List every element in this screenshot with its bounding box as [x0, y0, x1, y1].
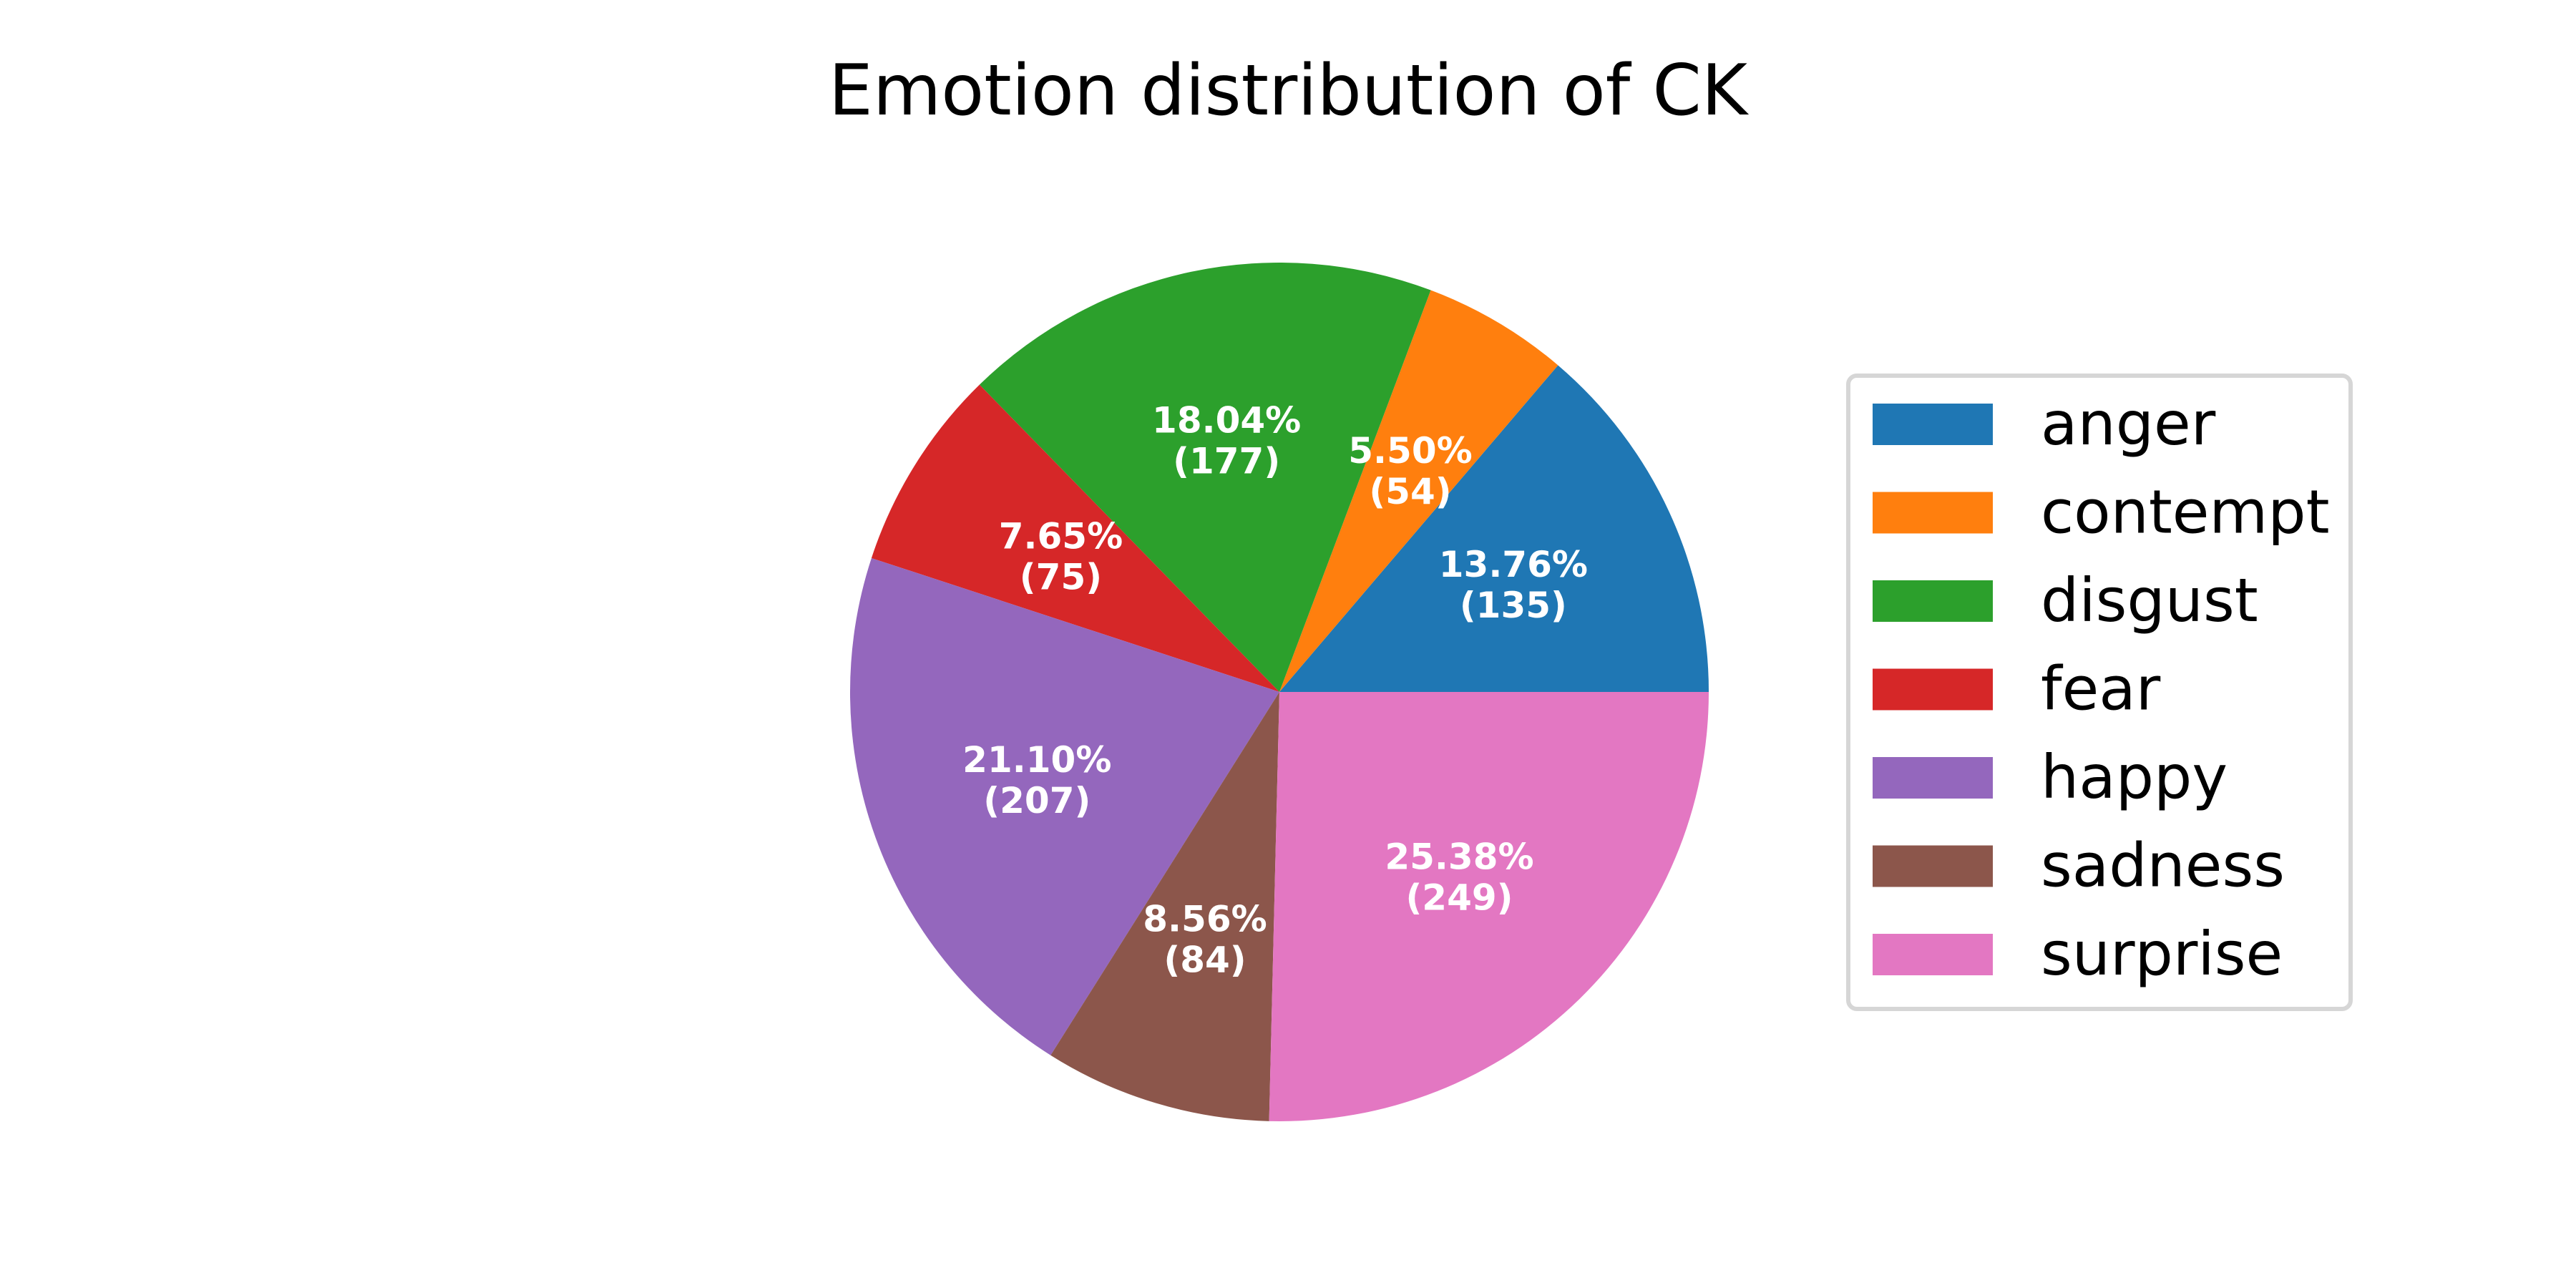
slice-label-sadness: 8.56% (84)	[1143, 899, 1267, 981]
slice-count-happy: (207)	[983, 780, 1091, 821]
slice-count-anger: (135)	[1460, 585, 1567, 626]
chart-title: Emotion distribution of CK	[828, 50, 1748, 132]
slice-percent-happy: 21.10%	[962, 739, 1111, 781]
slice-label-contempt: 5.50% (54)	[1348, 430, 1472, 512]
legend-label-disgust: disgust	[2041, 565, 2258, 635]
legend-swatch-sadness	[1873, 845, 1993, 887]
slice-percent-anger: 13.76%	[1439, 544, 1588, 585]
pie-slice-disgust	[979, 263, 1431, 692]
slice-label-happy: 21.10% (207)	[962, 739, 1111, 821]
legend-label-happy: happy	[2041, 742, 2228, 812]
legend: anger contempt disgust fear happy sadness surp…	[1846, 374, 2353, 1011]
slice-count-sadness: (84)	[1163, 940, 1246, 981]
legend-label-sadness: sadness	[2041, 831, 2285, 901]
legend-label-fear: fear	[2041, 654, 2161, 724]
slice-count-disgust: (177)	[1173, 441, 1280, 482]
pie-slice-happy	[850, 557, 1279, 1055]
pie-slice-anger	[1279, 365, 1709, 692]
pie-slice-sadness	[1050, 692, 1279, 1121]
legend-label-contempt: contempt	[2041, 477, 2330, 547]
legend-label-anger: anger	[2041, 389, 2216, 459]
pie-labels: 13.76% (135) 5.50% (54) 18.04% (177) 7.65% (75)…	[962, 400, 1588, 981]
pie-slice-surprise	[1269, 692, 1709, 1121]
legend-label-surprise: surprise	[2041, 919, 2283, 989]
legend-swatch-surprise	[1873, 934, 1993, 975]
slice-label-disgust: 18.04% (177)	[1152, 400, 1301, 482]
slice-label-fear: 7.65% (75)	[999, 516, 1123, 598]
pie-slice-contempt	[1279, 290, 1558, 693]
slice-label-surprise: 25.38% (249)	[1385, 836, 1533, 919]
slice-count-contempt: (54)	[1369, 471, 1451, 512]
legend-swatch-disgust	[1873, 580, 1993, 622]
slice-percent-fear: 7.65%	[999, 516, 1123, 557]
slice-percent-disgust: 18.04%	[1152, 400, 1301, 441]
slice-count-surprise: (249)	[1405, 877, 1513, 919]
slice-label-anger: 13.76% (135)	[1439, 544, 1588, 626]
legend-swatch-fear	[1873, 668, 1993, 711]
legend-swatch-anger	[1873, 404, 1993, 445]
legend-swatch-happy	[1873, 757, 1993, 799]
pie-slices	[850, 263, 1709, 1121]
legend-swatch-contempt	[1873, 492, 1993, 534]
slice-count-fear: (75)	[1020, 557, 1102, 598]
slice-percent-sadness: 8.56%	[1143, 899, 1267, 940]
slice-percent-contempt: 5.50%	[1348, 430, 1472, 472]
pie-slice-fear	[871, 384, 1279, 692]
slice-percent-surprise: 25.38%	[1385, 836, 1533, 878]
